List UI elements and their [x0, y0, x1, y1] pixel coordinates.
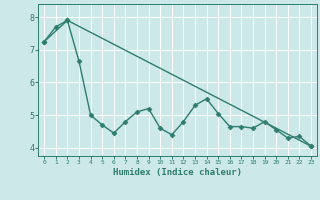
- X-axis label: Humidex (Indice chaleur): Humidex (Indice chaleur): [113, 168, 242, 177]
